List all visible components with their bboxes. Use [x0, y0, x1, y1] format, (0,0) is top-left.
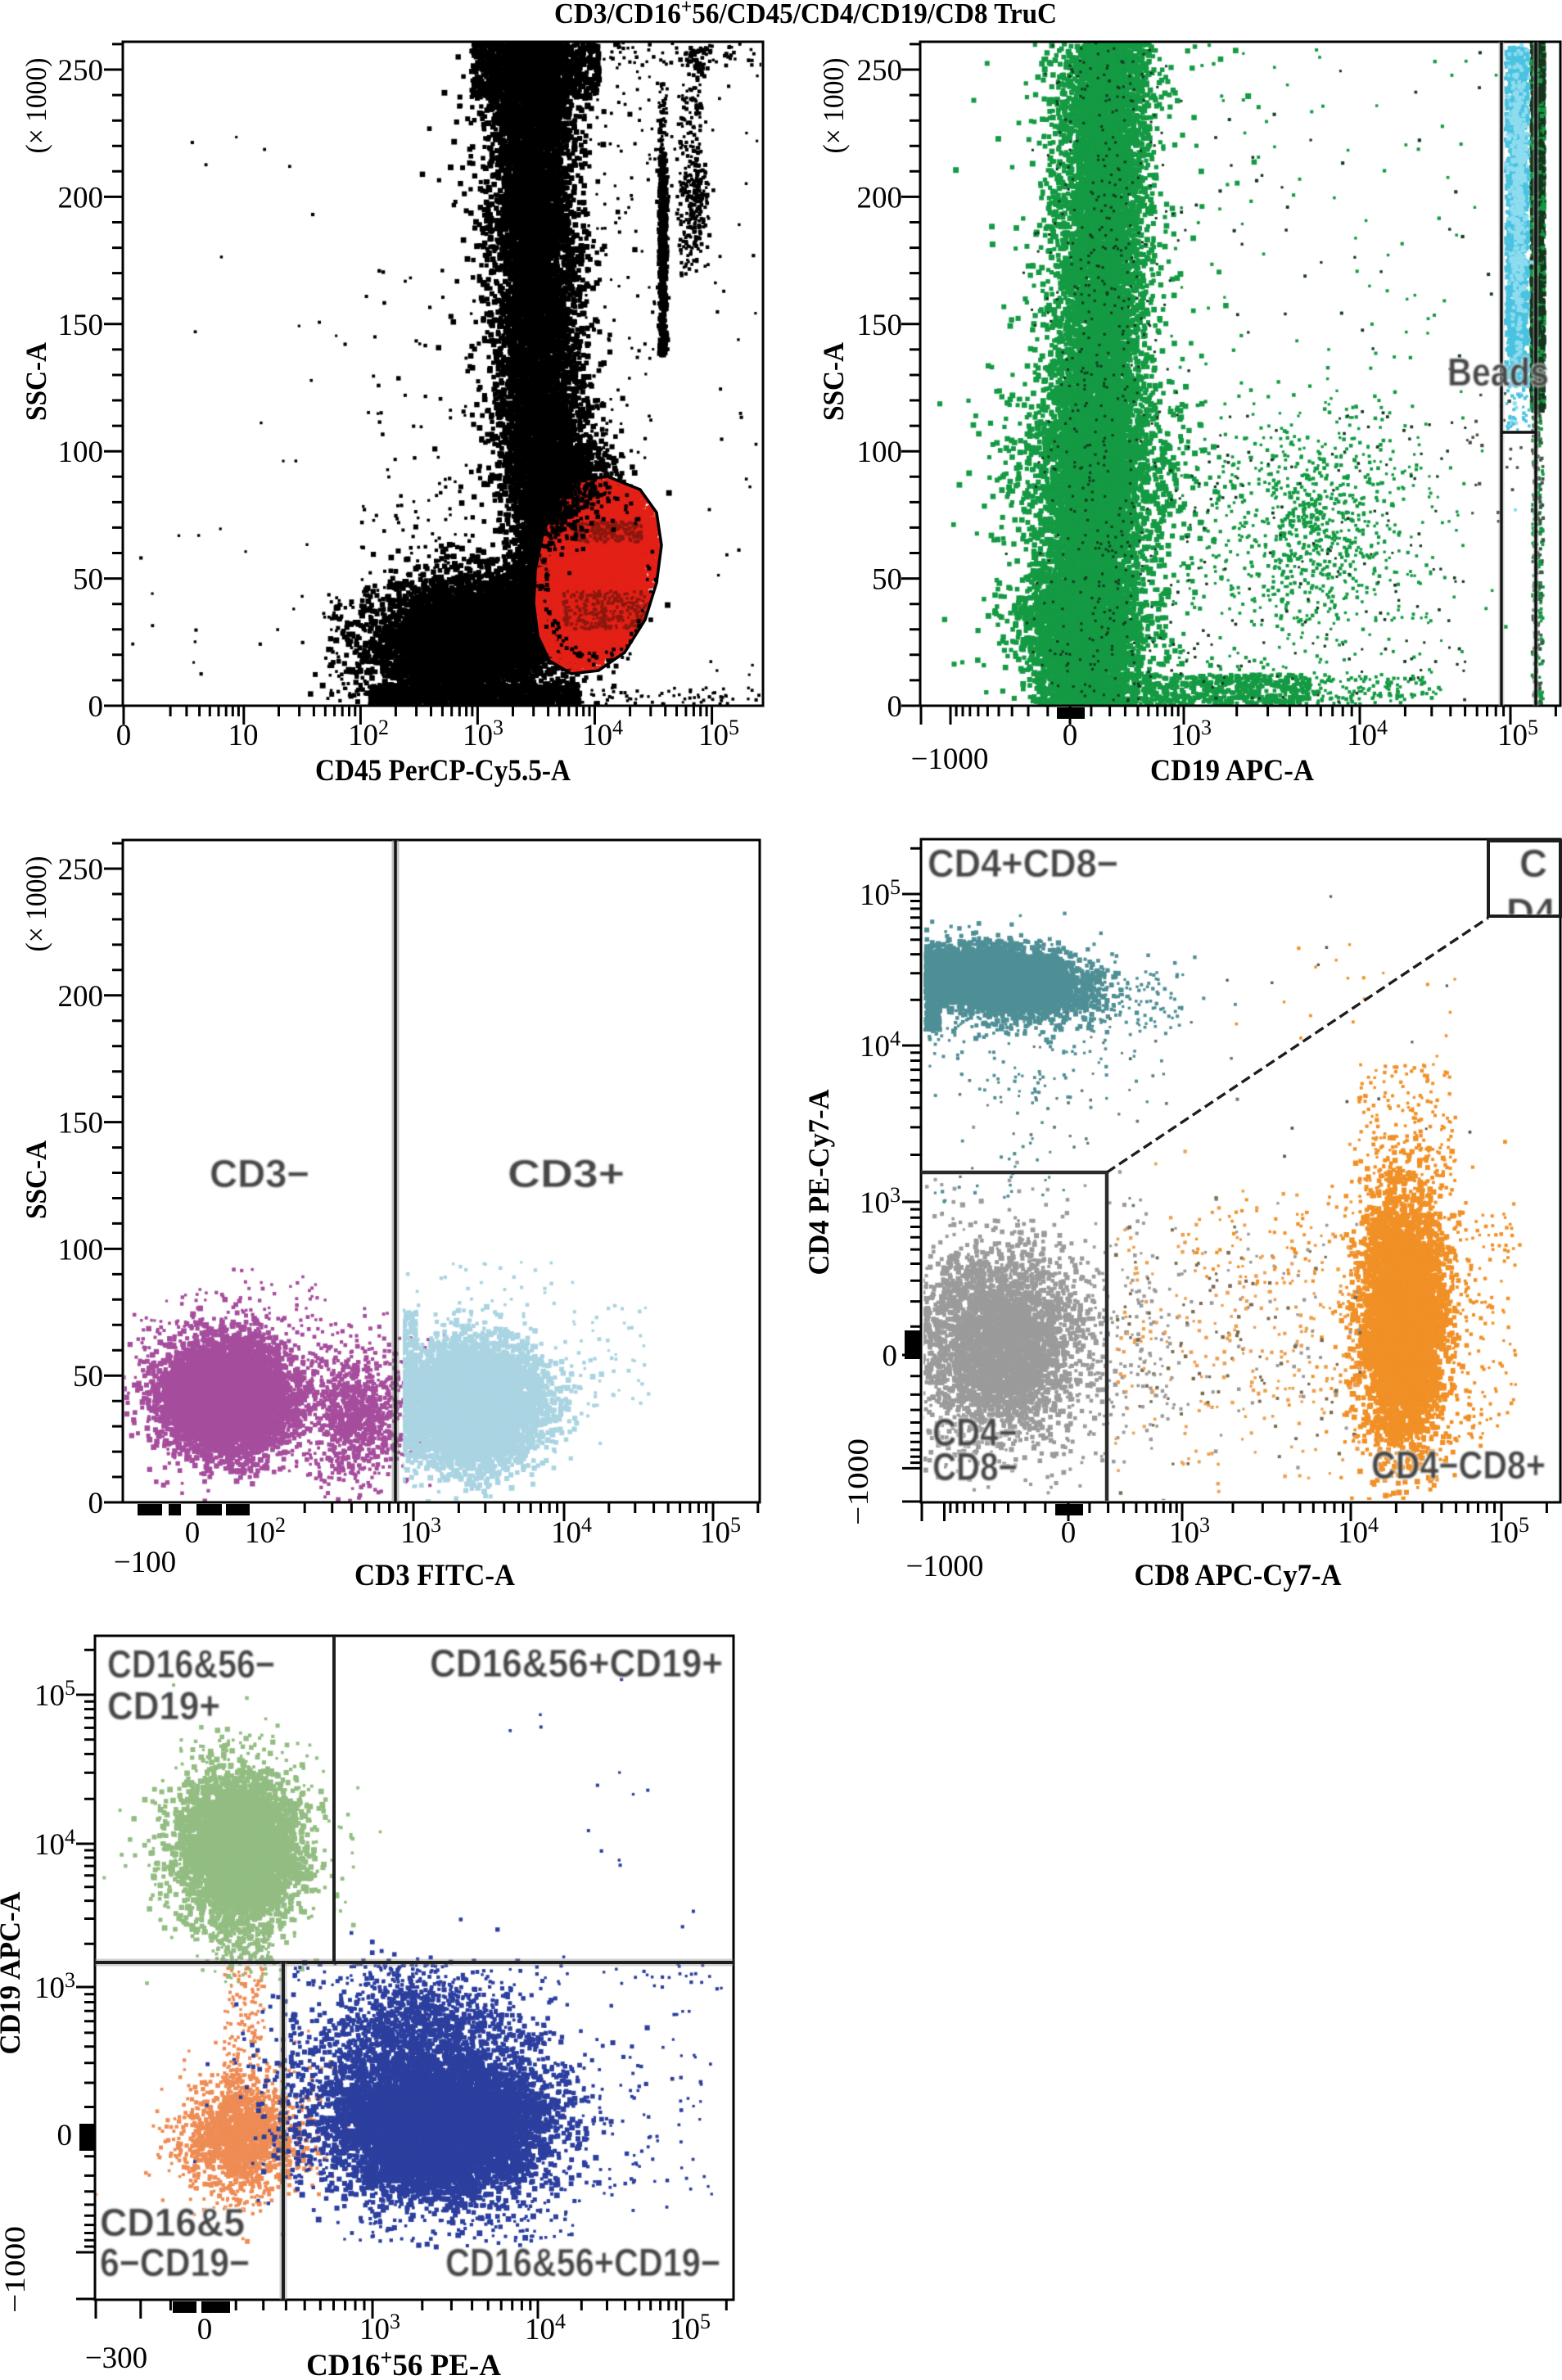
svg-text:150: 150	[857, 309, 903, 342]
svg-text:CD8−: CD8−	[932, 1446, 1018, 1489]
svg-text:0: 0	[1061, 1516, 1077, 1550]
svg-text:CD16&56−: CD16&56−	[107, 1643, 275, 1687]
svg-text:250: 250	[857, 54, 903, 88]
svg-text:SSC-A: SSC-A	[20, 342, 52, 421]
svg-text:−1000: −1000	[842, 1438, 874, 1525]
svg-text:150: 150	[58, 309, 104, 342]
svg-text:250: 250	[58, 54, 104, 88]
svg-text:105: 105	[1497, 716, 1538, 752]
svg-text:105: 105	[860, 875, 901, 912]
svg-text:CD3 FITC-A: CD3 FITC-A	[354, 1559, 515, 1592]
svg-text:CD4+CD8−: CD4+CD8−	[928, 842, 1118, 886]
svg-text:200: 200	[58, 980, 104, 1014]
svg-text:105: 105	[698, 716, 739, 752]
svg-text:100: 100	[58, 436, 104, 469]
svg-text:103: 103	[400, 1513, 441, 1550]
svg-text:0: 0	[1063, 719, 1078, 752]
svg-text:C: C	[1519, 842, 1547, 886]
svg-text:105: 105	[700, 1513, 741, 1550]
svg-text:CD16&56+CD19+: CD16&56+CD19+	[430, 1642, 723, 1686]
svg-text:103: 103	[463, 716, 503, 752]
svg-text:CD3−: CD3−	[210, 1153, 309, 1196]
svg-text:CD4−CD8+: CD4−CD8+	[1371, 1444, 1546, 1488]
svg-text:104: 104	[34, 1825, 75, 1862]
svg-text:CD16&5: CD16&5	[100, 2202, 245, 2245]
svg-text:CD19 APC-A: CD19 APC-A	[1150, 754, 1314, 788]
svg-text:−100: −100	[114, 1546, 176, 1579]
svg-text:6−CD19−: 6−CD19−	[100, 2242, 250, 2285]
svg-text:103: 103	[359, 2310, 400, 2346]
svg-text:0: 0	[88, 1487, 104, 1520]
svg-text:CD4 PE-Cy7-A: CD4 PE-Cy7-A	[802, 1090, 835, 1276]
svg-text:104: 104	[582, 716, 623, 752]
svg-text:SSC-A: SSC-A	[817, 342, 850, 421]
svg-text:10: 10	[228, 719, 259, 752]
svg-text:CD16&56+CD19−: CD16&56+CD19−	[445, 2242, 720, 2285]
svg-text:CD16+56 PE-A: CD16+56 PE-A	[306, 2346, 501, 2380]
svg-text:104: 104	[860, 1027, 901, 1064]
svg-text:0: 0	[197, 2313, 213, 2346]
svg-text:SSC-A: SSC-A	[20, 1140, 52, 1219]
svg-text:150: 150	[58, 1107, 104, 1140]
svg-text:−1000: −1000	[906, 1550, 984, 1583]
svg-text:0: 0	[185, 1516, 201, 1550]
svg-text:−1000: −1000	[0, 2226, 31, 2313]
svg-text:0: 0	[57, 2119, 73, 2152]
svg-text:0: 0	[887, 690, 903, 724]
svg-text:0: 0	[116, 719, 132, 752]
svg-text:102: 102	[348, 716, 389, 752]
svg-text:−1000: −1000	[911, 743, 989, 776]
svg-text:105: 105	[34, 1676, 75, 1713]
svg-text:104: 104	[1338, 1513, 1379, 1550]
svg-text:50: 50	[73, 563, 103, 597]
svg-text:100: 100	[58, 1233, 104, 1267]
svg-text:−300: −300	[85, 2342, 147, 2375]
svg-text:CD8 APC-Cy7-A: CD8 APC-Cy7-A	[1135, 1559, 1342, 1592]
svg-text:250: 250	[58, 853, 104, 887]
svg-text:103: 103	[34, 1968, 75, 2005]
svg-text:Beads: Beads	[1447, 351, 1549, 395]
svg-text:200: 200	[857, 181, 903, 215]
svg-text:50: 50	[872, 563, 902, 597]
svg-text:103: 103	[1169, 1513, 1210, 1550]
svg-text:105: 105	[1488, 1513, 1529, 1550]
svg-text:(× 1000): (× 1000)	[20, 58, 52, 154]
svg-text:102: 102	[245, 1513, 286, 1550]
svg-text:CD3+: CD3+	[508, 1153, 625, 1196]
svg-text:0: 0	[883, 1339, 898, 1373]
svg-text:(× 1000): (× 1000)	[817, 58, 850, 154]
svg-text:CD19+: CD19+	[107, 1685, 220, 1728]
svg-text:104: 104	[551, 1513, 592, 1550]
svg-text:103: 103	[1171, 716, 1212, 752]
svg-text:200: 200	[58, 181, 104, 215]
svg-text:D4: D4	[1506, 892, 1555, 935]
svg-text:CD4−: CD4−	[932, 1411, 1018, 1455]
svg-text:CD45 PerCP-Cy5.5-A: CD45 PerCP-Cy5.5-A	[315, 754, 571, 788]
svg-text:CD19 APC-A: CD19 APC-A	[0, 1892, 26, 2055]
svg-text:50: 50	[73, 1360, 103, 1393]
svg-text:(× 1000): (× 1000)	[20, 856, 52, 952]
svg-text:100: 100	[857, 436, 903, 469]
svg-text:104: 104	[1347, 716, 1388, 752]
svg-text:CD3/CD16+56/CD45/CD4/CD19/CD8: CD3/CD16+56/CD45/CD4/CD19/CD8 TruC	[554, 0, 1057, 29]
svg-text:104: 104	[525, 2310, 566, 2346]
svg-text:105: 105	[670, 2310, 711, 2346]
svg-text:0: 0	[88, 690, 104, 724]
svg-text:103: 103	[860, 1183, 901, 1220]
